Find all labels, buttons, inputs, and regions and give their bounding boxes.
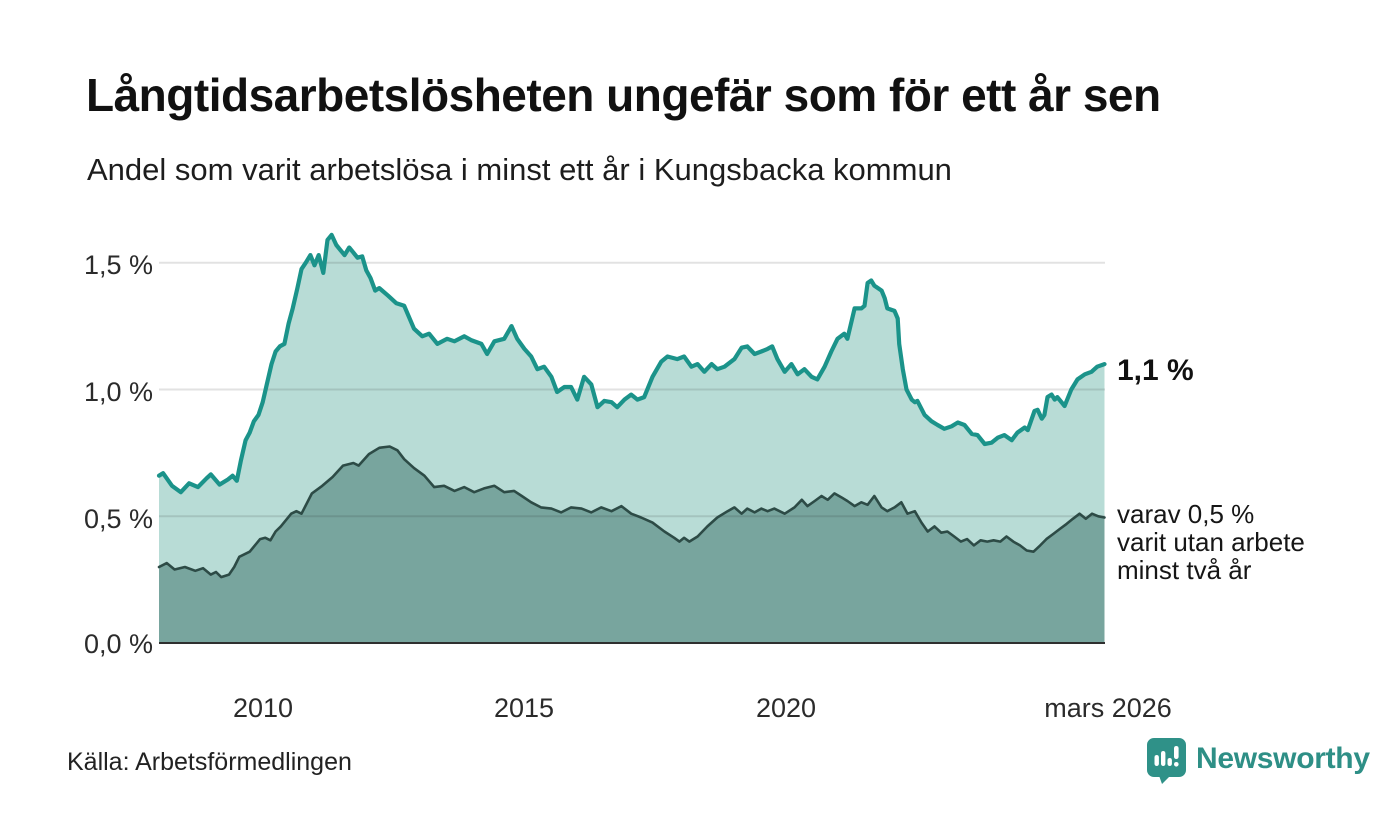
brand-logo: Newsworthy	[1146, 737, 1370, 790]
page-title: Långtidsarbetslösheten ungefär som för e…	[86, 69, 1161, 121]
series-end-value-label: 1,1 %	[1117, 354, 1194, 387]
area-fill-two-years	[159, 446, 1105, 643]
annotation-line: varav 0,5 %	[1117, 499, 1255, 529]
annotation-line: varit utan arbete	[1117, 527, 1305, 557]
line-total	[156, 232, 1107, 495]
brand-name: Newsworthy	[1196, 742, 1370, 775]
y-tick-label: 1,5 %	[83, 250, 153, 280]
x-tick-label: mars 2026	[1044, 693, 1172, 723]
y-tick-label: 0,0 %	[83, 629, 153, 659]
speech-bubble-bar-chart-icon	[1146, 737, 1187, 790]
y-tick-label: 1,0 %	[83, 377, 153, 407]
y-tick-label: 0,5 %	[83, 504, 153, 534]
x-tick-label: 2020	[755, 693, 817, 723]
x-tick-label: 2015	[493, 693, 555, 723]
annotation-line: minst två år	[1117, 555, 1252, 585]
page-subtitle: Andel som varit arbetslösa i minst ett å…	[87, 152, 952, 187]
x-tick-label: 2010	[232, 693, 294, 723]
source-credit: Källa: Arbetsförmedlingen	[67, 748, 352, 776]
series-annotation: varav 0,5 % varit utan arbete minst två …	[1117, 500, 1305, 584]
line-two-years	[157, 445, 1106, 579]
